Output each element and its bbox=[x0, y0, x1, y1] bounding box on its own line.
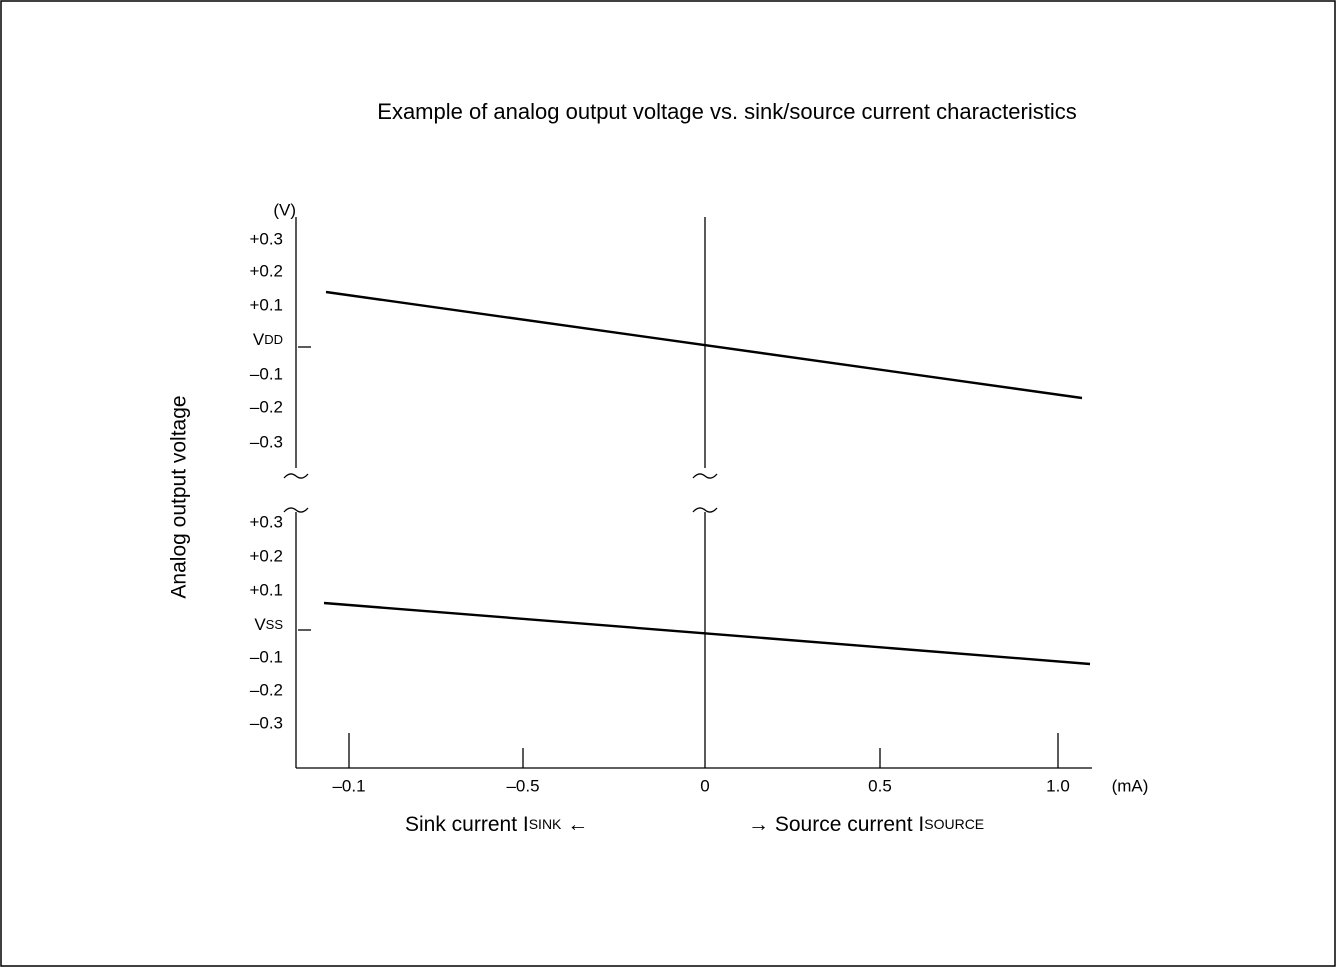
y-tick-label: –0.1 bbox=[250, 364, 283, 383]
y-tick-label: –0.1 bbox=[250, 647, 283, 666]
x-tick-label: 0.5 bbox=[868, 776, 892, 795]
y-tick-label: +0.2 bbox=[249, 546, 283, 565]
y-tick-label: –0.3 bbox=[250, 432, 283, 451]
y-title: Analog output voltage bbox=[168, 395, 191, 598]
source-label: → Source current ISOURCE bbox=[748, 813, 984, 836]
sink-label: Sink current ISINK ← bbox=[405, 813, 588, 836]
x-unit: (mA) bbox=[1112, 776, 1149, 795]
y-tick-label: –0.3 bbox=[250, 713, 283, 732]
break-mark bbox=[692, 507, 718, 513]
title: Example of analog output voltage vs. sin… bbox=[377, 99, 1076, 124]
y-tick-label: –0.2 bbox=[250, 397, 283, 416]
y-tick-label: +0.1 bbox=[249, 295, 283, 314]
x-tick-label: –0.1 bbox=[332, 776, 365, 795]
y-tick-label: +0.1 bbox=[249, 580, 283, 599]
y-unit: (V) bbox=[273, 200, 296, 219]
x-tick-label: –0.5 bbox=[506, 776, 539, 795]
x-tick-label: 0 bbox=[700, 776, 709, 795]
y-tick-label: –0.2 bbox=[250, 680, 283, 699]
y-tick-label: +0.2 bbox=[249, 261, 283, 280]
break-mark bbox=[692, 473, 718, 479]
vdd-label: VDD bbox=[253, 330, 283, 349]
y-tick-label: +0.3 bbox=[249, 229, 283, 248]
break-mark bbox=[283, 507, 309, 513]
vss-label: VSS bbox=[254, 615, 283, 634]
vdd-characteristic bbox=[325, 290, 1083, 400]
y-tick-label: +0.3 bbox=[249, 512, 283, 531]
vss-characteristic bbox=[323, 601, 1091, 666]
x-tick-label: 1.0 bbox=[1046, 776, 1070, 795]
break-mark bbox=[283, 473, 309, 479]
